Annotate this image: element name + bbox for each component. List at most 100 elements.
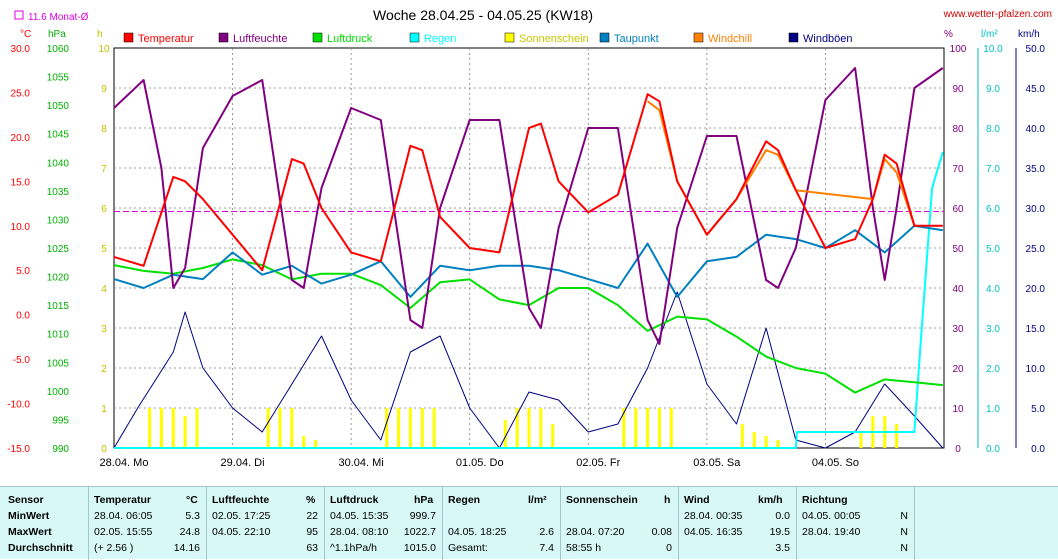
x-tick-label: 01.05. Do	[456, 457, 504, 469]
sunshine-bar	[657, 408, 661, 448]
unit-celsius: °C	[20, 29, 31, 40]
avg-rain-time: Gesamt:	[448, 542, 488, 554]
sunshine-bar	[302, 436, 306, 448]
series-line-regen	[114, 151, 944, 449]
hdr-press-unit: hPa	[414, 494, 434, 506]
sunshine-bar	[314, 440, 318, 448]
wind-tick: 45.0	[1026, 84, 1046, 95]
humidity-tick: 100	[950, 44, 967, 55]
sunshine-bar	[776, 440, 780, 448]
series-line-taupunkt	[113, 224, 943, 298]
pressure-tick: 1010	[47, 330, 70, 341]
pressure-tick: 1030	[47, 215, 70, 226]
x-tick-label: 29.04. Di	[221, 457, 265, 469]
sunshine-bar	[646, 408, 650, 448]
wind-tick: 5.0	[1031, 404, 1045, 415]
hdr-temp: Temperatur	[94, 494, 151, 506]
max-temp-time: 02.05. 15:55	[94, 526, 153, 538]
unit-lm2: l/m²	[981, 29, 998, 40]
sunshine-bar	[622, 408, 626, 448]
sunshine-bar	[432, 408, 436, 448]
legend-label: Regen	[424, 33, 456, 45]
x-tick-label: 02.05. Fr	[576, 457, 620, 469]
sun-tick: 4	[101, 284, 107, 295]
temp-tick: 25.0	[11, 88, 31, 99]
series-line-luftfeuchte	[113, 67, 944, 345]
max-press-val: 1022.7	[403, 526, 436, 538]
pressure-tick: 1005	[47, 358, 70, 369]
legend-label: Windböen	[803, 33, 853, 45]
sunshine-bar	[183, 416, 187, 448]
min-dir-val: N	[900, 510, 908, 522]
legend-label: Sonnenschein	[519, 33, 589, 45]
humidity-tick: 10	[952, 404, 964, 415]
min-press-time: 04.05. 15:35	[330, 510, 389, 522]
hdr-sun: Sonnenschein	[566, 494, 638, 506]
max-dir-val: N	[900, 526, 908, 538]
hdr-temp-unit: °C	[186, 494, 198, 506]
wind-tick: 10.0	[1026, 364, 1046, 375]
wind-tick: 25.0	[1026, 244, 1046, 255]
sunshine-bar	[539, 408, 543, 448]
rain-tick: 4.0	[986, 284, 1000, 295]
sunshine-bar	[895, 424, 899, 448]
avg-press-val: 1015.0	[403, 542, 436, 554]
weather-week-chart: 30.025.020.015.010.05.00.0-5.0-10.0-15.0…	[7, 7, 1052, 469]
wind-tick: 15.0	[1026, 324, 1046, 335]
max-rain-time: 04.05. 18:25	[448, 526, 507, 538]
x-axis-ticks: 28.04. Mo 29.04. Di 30.04. Mi 01.05. Do 02.0…	[100, 457, 859, 469]
month-average-label: 11.6 Monat-Ø	[28, 12, 89, 23]
max-wind-val: 19.5	[769, 526, 790, 538]
statistics-table: Sensor Temperatur °C Luftfeuchte % Luftd…	[0, 486, 1058, 560]
sunshine-bar	[159, 408, 163, 448]
sunshine-bar	[397, 408, 401, 448]
sunshine-bar	[278, 408, 282, 448]
humidity-tick: 70	[952, 164, 964, 175]
hdr-hum: Luftfeuchte	[212, 494, 270, 506]
site-link[interactable]: www.wetter-pfalzen.com	[943, 9, 1052, 20]
avg-rain-val: 7.4	[539, 542, 554, 554]
humidity-tick: 80	[952, 124, 964, 135]
rain-tick: 6.0	[986, 204, 1000, 215]
wind-tick: 35.0	[1026, 164, 1046, 175]
humidity-tick: 30	[952, 324, 964, 335]
humidity-tick: 0	[955, 444, 961, 455]
wind-tick: 30.0	[1026, 204, 1046, 215]
avg-wind-val: 3.5	[775, 542, 790, 554]
rain-tick: 10.0	[983, 44, 1003, 55]
pressure-tick: 1015	[47, 301, 70, 312]
min-hum-val: 22	[306, 510, 318, 522]
row-min-label: MinWert	[8, 510, 50, 522]
max-hum-time: 04.05. 22:10	[212, 526, 271, 538]
legend: Temperatur Luftfeuchte Luftdruck Regen Sonne…	[123, 32, 853, 45]
avg-temp-val: 14.16	[173, 542, 200, 554]
hdr-rain-unit: l/m²	[528, 494, 547, 506]
sunshine-bar	[503, 420, 507, 448]
rain-tick: 7.0	[986, 164, 1000, 175]
legend-swatch	[693, 32, 704, 43]
humidity-tick: 60	[952, 204, 964, 215]
avg-sun-time: 58:55 h	[566, 542, 602, 554]
sunshine-bar	[515, 408, 519, 448]
avg-temp-time: (+ 2.56 )	[94, 542, 134, 554]
axis-ticks: 30.025.020.015.010.05.00.0-5.0-10.0-15.0…	[7, 44, 1045, 455]
x-tick-label: 30.04. Mi	[339, 457, 384, 469]
temp-tick: 15.0	[11, 177, 31, 188]
hdr-rain: Regen	[448, 494, 481, 506]
pressure-tick: 1050	[47, 101, 70, 112]
sunshine-bar	[171, 408, 175, 448]
sunshine-bar	[551, 424, 555, 448]
min-temp-val: 5.3	[185, 510, 200, 522]
min-temp-time: 28.04. 06:05	[94, 510, 153, 522]
legend-swatch	[788, 32, 799, 43]
x-tick-label: 28.04. Mo	[100, 457, 149, 469]
legend-label: Luftdruck	[327, 33, 373, 45]
x-tick-label: 03.05. Sa	[693, 457, 741, 469]
sunshine-bar	[290, 408, 294, 448]
pressure-tick: 1055	[47, 73, 70, 84]
legend-swatch	[218, 32, 229, 43]
legend-label: Windchill	[708, 33, 752, 45]
min-press-val: 999.7	[409, 510, 436, 522]
sun-tick: 8	[101, 124, 107, 135]
pressure-tick: 1060	[47, 44, 70, 55]
